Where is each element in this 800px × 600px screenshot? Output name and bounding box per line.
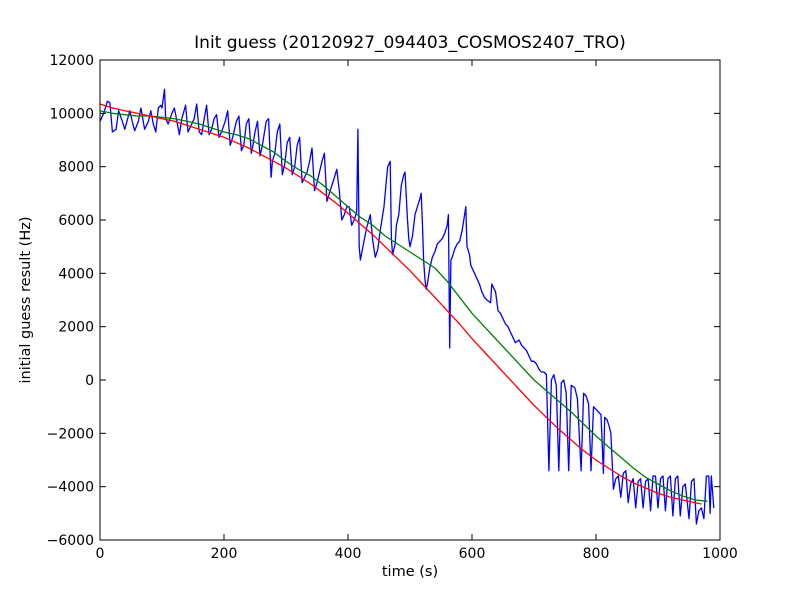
y-tick-label-3: 0: [85, 373, 94, 389]
series-line-3: [99, 103, 702, 505]
series-line-2: [99, 110, 708, 502]
x-tick-label-4: 800: [583, 546, 610, 562]
y-tick-label-8: 10000: [49, 106, 94, 122]
x-tick-label-2: 400: [335, 546, 362, 562]
x-axis-label: time (s): [382, 564, 438, 580]
plot-frame: [99, 59, 721, 541]
x-tick-label-0: 0: [96, 546, 105, 562]
tick-layer: 0 200 400 600 800 1000 −6000 −4000 −2000 0 2000 400…: [47, 53, 738, 562]
x-tick-label-1: 200: [211, 546, 238, 562]
x-tick-label-5: 1000: [702, 546, 738, 562]
series-layer: [99, 88, 715, 525]
y-tick-label-9: 12000: [49, 53, 94, 69]
y-tick-label-1: −4000: [47, 480, 94, 496]
series-line-1: [99, 88, 715, 525]
y-tick-label-6: 6000: [58, 213, 94, 229]
x-tick-label-3: 600: [459, 546, 486, 562]
chart-title: Init guess (20120927_094403_COSMOS2407_T…: [194, 33, 626, 53]
y-tick-label-5: 4000: [58, 266, 94, 282]
y-tick-label-2: −2000: [47, 426, 94, 442]
y-tick-label-0: −6000: [47, 533, 94, 549]
y-axis-label: initial guess result (Hz): [18, 217, 34, 384]
y-tick-label-4: 2000: [58, 320, 94, 336]
y-tick-label-7: 8000: [58, 160, 94, 176]
